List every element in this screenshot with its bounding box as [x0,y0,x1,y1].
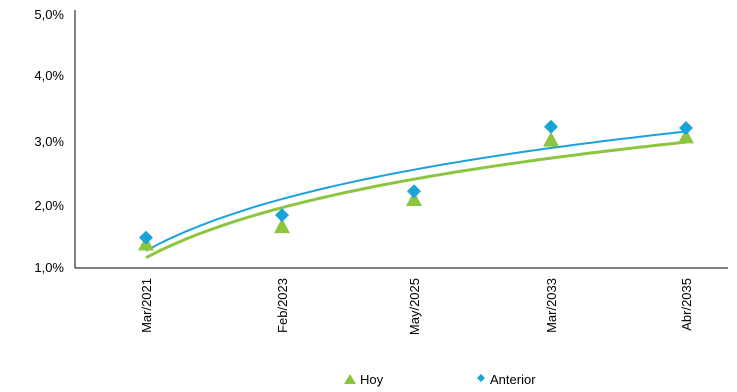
trendlines [145,130,687,260]
y-tick-label: 5,0% [34,7,64,22]
point-hoy [406,190,422,206]
legend-label-anterior: Anterior [490,372,536,387]
legend: Hoy Anterior [344,372,536,387]
y-tick-label: 1,0% [34,260,64,275]
x-tick-label: Mar/2021 [139,278,154,333]
point-anterior [544,119,558,134]
x-tick-label: Mar/2033 [544,278,559,333]
trendline-anterior [145,130,687,252]
x-tick-labels: Mar/2021 Feb/2023 May/2025 Mar/2033 Abr/2035 [139,278,694,335]
legend-item-hoy: Hoy [344,372,384,387]
point-anterior [679,121,693,136]
legend-item-anterior: Anterior [477,372,536,387]
point-hoy [543,131,559,147]
y-tick-label: 3,0% [34,134,64,149]
x-tick-label: Abr/2035 [679,278,694,331]
y-tick-label: 2,0% [34,198,64,213]
trendline-hoy [145,140,687,260]
x-tick-label: May/2025 [407,278,422,335]
point-anterior [139,230,153,245]
legend-label-hoy: Hoy [360,372,384,387]
point-anterior [275,208,289,223]
y-tick-labels: 1,0% 2,0% 3,0% 4,0% 5,0% [34,7,64,275]
legend-triangle-icon [344,374,356,384]
y-tick-label: 4,0% [34,68,64,83]
x-tick-label: Feb/2023 [275,278,290,333]
markers [138,119,694,251]
point-hoy [678,128,694,144]
legend-diamond-icon [477,374,485,382]
point-hoy [274,218,290,234]
point-anterior [407,184,421,199]
